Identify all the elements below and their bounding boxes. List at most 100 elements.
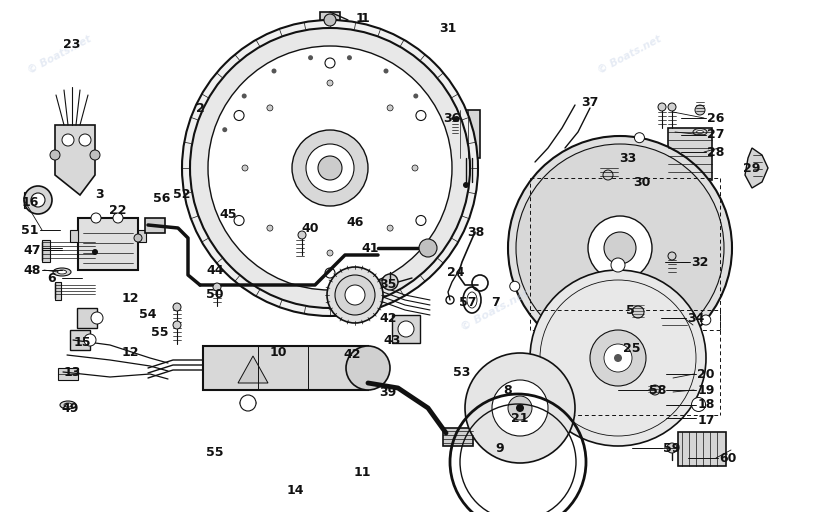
- Ellipse shape: [658, 374, 678, 382]
- Circle shape: [588, 216, 652, 280]
- Text: 35: 35: [379, 279, 397, 291]
- Text: 11: 11: [353, 465, 371, 479]
- Text: 42: 42: [379, 311, 397, 325]
- Circle shape: [242, 165, 248, 171]
- Text: © Boats.net: © Boats.net: [459, 288, 530, 332]
- Circle shape: [208, 46, 452, 290]
- Circle shape: [388, 225, 393, 231]
- Text: 49: 49: [62, 401, 79, 415]
- Text: 58: 58: [649, 383, 667, 396]
- Ellipse shape: [365, 292, 373, 297]
- Ellipse shape: [696, 131, 704, 134]
- Text: 59: 59: [663, 441, 681, 455]
- Text: 47: 47: [23, 244, 41, 257]
- Circle shape: [327, 80, 333, 86]
- Text: 43: 43: [383, 333, 401, 347]
- Bar: [78, 218, 138, 270]
- Circle shape: [173, 303, 181, 311]
- Circle shape: [306, 144, 354, 192]
- Text: 22: 22: [109, 203, 126, 217]
- Circle shape: [516, 404, 524, 412]
- Circle shape: [398, 321, 414, 337]
- Text: 15: 15: [73, 335, 91, 349]
- Text: 41: 41: [361, 242, 378, 254]
- Circle shape: [327, 267, 383, 323]
- Circle shape: [695, 105, 705, 115]
- Ellipse shape: [340, 284, 347, 289]
- Circle shape: [50, 150, 60, 160]
- Circle shape: [79, 134, 91, 146]
- Circle shape: [388, 105, 393, 111]
- Circle shape: [530, 270, 706, 446]
- Text: 5: 5: [626, 304, 635, 316]
- Ellipse shape: [658, 401, 678, 409]
- Circle shape: [24, 186, 52, 214]
- Circle shape: [327, 250, 333, 256]
- Ellipse shape: [60, 401, 76, 409]
- Circle shape: [691, 397, 705, 412]
- Text: 25: 25: [623, 342, 640, 354]
- Text: 23: 23: [63, 38, 80, 52]
- Circle shape: [173, 321, 181, 329]
- Text: 55: 55: [151, 326, 169, 338]
- Circle shape: [590, 330, 646, 386]
- Ellipse shape: [526, 239, 554, 257]
- Circle shape: [267, 225, 273, 231]
- Text: 40: 40: [301, 222, 319, 234]
- Text: 42: 42: [343, 349, 360, 361]
- Polygon shape: [238, 356, 268, 383]
- Text: 38: 38: [467, 225, 484, 239]
- Circle shape: [516, 144, 724, 352]
- Text: 1: 1: [355, 11, 365, 25]
- Circle shape: [603, 170, 613, 180]
- Circle shape: [650, 385, 660, 395]
- Bar: [145, 218, 165, 233]
- Bar: [452, 110, 480, 158]
- Circle shape: [604, 232, 636, 264]
- Text: 10: 10: [269, 346, 287, 358]
- Circle shape: [667, 443, 677, 453]
- Circle shape: [190, 28, 470, 308]
- Circle shape: [632, 306, 644, 318]
- Text: 16: 16: [21, 196, 39, 208]
- Circle shape: [463, 182, 469, 188]
- Ellipse shape: [570, 166, 590, 191]
- Circle shape: [324, 14, 336, 26]
- Text: 20: 20: [697, 368, 715, 380]
- Ellipse shape: [663, 403, 673, 407]
- Ellipse shape: [649, 166, 671, 191]
- Text: © Boats.net: © Boats.net: [26, 34, 94, 76]
- Ellipse shape: [663, 416, 673, 420]
- Ellipse shape: [693, 129, 707, 136]
- Ellipse shape: [570, 304, 590, 330]
- Text: 8: 8: [504, 383, 512, 396]
- Ellipse shape: [412, 236, 428, 260]
- Bar: [70, 230, 78, 242]
- Circle shape: [419, 239, 437, 257]
- Bar: [138, 230, 146, 242]
- Text: 19: 19: [697, 383, 715, 396]
- Circle shape: [614, 354, 622, 362]
- Circle shape: [492, 380, 548, 436]
- Text: 18: 18: [697, 398, 715, 412]
- Text: 57: 57: [459, 295, 477, 309]
- Text: 27: 27: [707, 129, 725, 141]
- Text: 56: 56: [154, 191, 171, 204]
- Bar: [668, 128, 712, 180]
- Ellipse shape: [355, 279, 364, 284]
- Circle shape: [298, 231, 306, 239]
- Text: 53: 53: [453, 366, 470, 378]
- Text: 21: 21: [511, 412, 529, 424]
- Circle shape: [412, 165, 418, 171]
- Text: 55: 55: [206, 445, 224, 459]
- Text: 39: 39: [379, 386, 397, 398]
- Circle shape: [91, 312, 103, 324]
- Bar: [24, 192, 33, 208]
- Polygon shape: [55, 125, 95, 195]
- Circle shape: [84, 334, 96, 346]
- Ellipse shape: [658, 388, 678, 396]
- Text: 2: 2: [195, 101, 204, 115]
- Text: 32: 32: [691, 255, 709, 268]
- Ellipse shape: [240, 400, 256, 406]
- Circle shape: [658, 103, 666, 111]
